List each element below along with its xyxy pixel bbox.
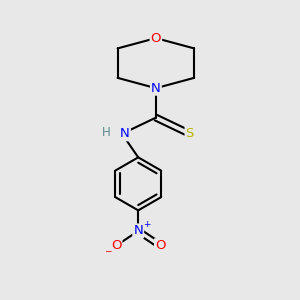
- Text: N: N: [151, 82, 161, 95]
- Text: O: O: [151, 32, 161, 45]
- Text: O: O: [111, 239, 122, 252]
- Text: N: N: [120, 127, 130, 140]
- Text: H: H: [102, 126, 111, 139]
- Text: +: +: [143, 220, 150, 229]
- Text: −: −: [104, 247, 112, 256]
- Text: O: O: [155, 239, 166, 252]
- Text: S: S: [186, 127, 194, 140]
- Text: N: N: [133, 224, 143, 238]
